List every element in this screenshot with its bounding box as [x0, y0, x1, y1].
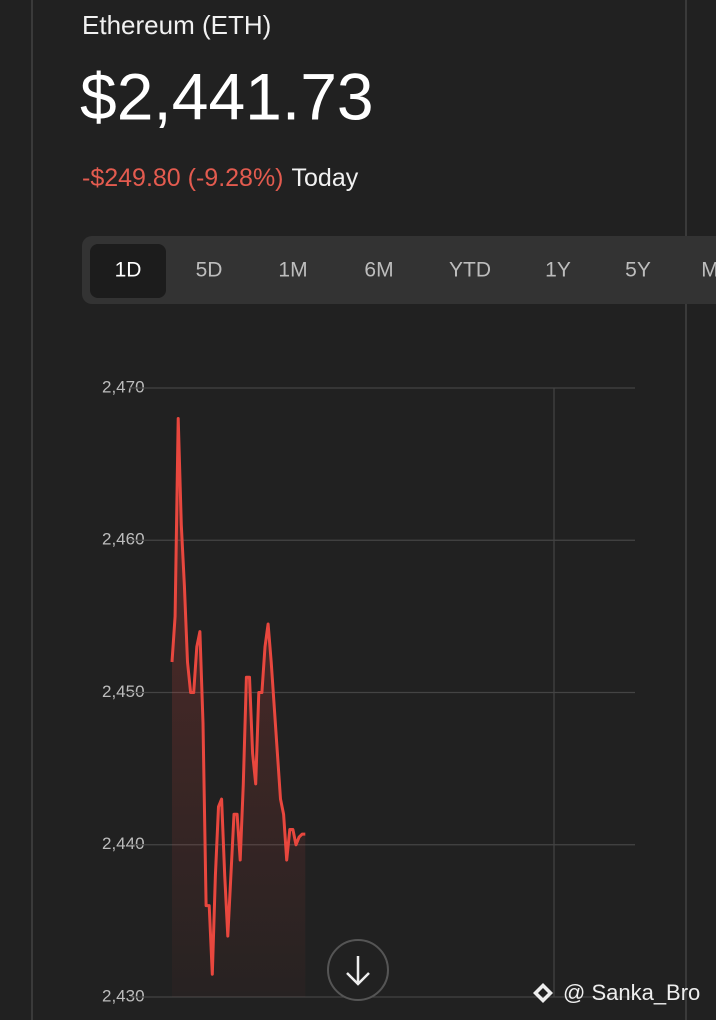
time-range-tab[interactable]: YTD — [449, 259, 491, 282]
time-range-tab[interactable]: 1D — [115, 259, 142, 282]
change-line: -$249.80 (-9.28%) Today — [82, 164, 359, 192]
price-line — [170, 417, 306, 976]
area-fill — [172, 418, 306, 997]
y-tick-label: 2,460 — [102, 530, 145, 549]
tab-bar — [82, 236, 716, 304]
y-tick-label: 2,430 — [102, 986, 145, 1005]
time-range-tab[interactable]: 5Y — [625, 259, 651, 282]
watermark-icon — [533, 983, 553, 1003]
watermark: @ Sanka_Bro — [563, 980, 700, 1005]
y-tick-label: 2,470 — [102, 377, 145, 396]
price-change: -$249.80 (-9.28%) — [82, 164, 284, 192]
period: Today — [292, 164, 359, 192]
asset-title: Ethereum (ETH) — [82, 10, 271, 40]
arrow-icon — [346, 956, 370, 986]
time-range-tab[interactable]: 1Y — [545, 259, 571, 282]
time-range-tab[interactable]: 1M — [278, 259, 307, 282]
tab-selected — [90, 244, 166, 298]
y-tick-label: 2,440 — [102, 834, 145, 853]
time-range-tab[interactable]: M — [701, 259, 716, 282]
price: $2,441.73 — [80, 59, 374, 133]
time-range-tab[interactable]: 5D — [196, 259, 223, 282]
y-tick-label: 2,450 — [102, 682, 145, 701]
time-range-tab[interactable]: 6M — [364, 259, 393, 282]
